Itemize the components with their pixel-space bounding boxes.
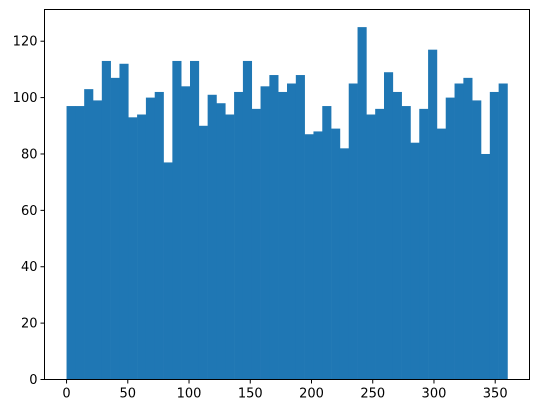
histogram-bar: [445, 97, 455, 380]
histogram-bar: [436, 128, 447, 380]
histogram-bar: [498, 83, 508, 380]
histogram-bar: [322, 106, 332, 380]
histogram-bar: [66, 106, 76, 380]
histogram-bar: [198, 125, 208, 380]
histogram-bar: [287, 83, 297, 380]
histogram-bar: [128, 117, 138, 380]
histogram-bar: [234, 91, 244, 380]
histogram-bar: [119, 63, 129, 380]
histogram-bar: [463, 77, 473, 380]
histogram-bar: [384, 72, 394, 380]
histogram-bar: [154, 91, 164, 380]
plot-frame: [44, 9, 530, 380]
histogram-bar: [410, 142, 420, 380]
x-tick-label: 100: [177, 387, 202, 402]
histogram-bar: [392, 91, 402, 380]
histogram-bar: [304, 134, 314, 380]
histogram-bar: [472, 100, 482, 380]
x-tick-label: 0: [62, 387, 70, 402]
bars-group: [66, 27, 508, 380]
histogram-bar: [339, 148, 350, 380]
histogram-bar: [225, 114, 235, 380]
histogram-bar: [278, 91, 288, 380]
y-tick-label: 60: [21, 204, 38, 219]
histogram-bar: [401, 106, 411, 380]
y-tick-label: 20: [21, 317, 38, 332]
x-axis: 0 50 100 150 200 250 300 350: [62, 379, 508, 402]
histogram-bar: [75, 106, 85, 380]
histogram-bar: [101, 60, 111, 380]
x-tick-label: 50: [120, 387, 137, 402]
histogram-bar: [419, 108, 429, 380]
histogram-bar: [313, 131, 323, 380]
histogram-bar: [357, 27, 367, 380]
x-tick-label: 250: [360, 387, 385, 402]
histogram-bar: [172, 60, 182, 380]
x-tick-label: 150: [238, 387, 263, 402]
histogram-bar: [366, 114, 376, 380]
histogram-bar: [260, 86, 270, 380]
histogram-bar: [295, 75, 305, 380]
x-tick-label: 350: [483, 387, 508, 402]
histogram-bar: [331, 128, 341, 380]
histogram-bar: [216, 103, 226, 380]
y-tick-label: 80: [21, 147, 38, 162]
histogram-bar: [251, 108, 261, 380]
y-tick-label: 100: [13, 91, 38, 106]
histogram-bar: [181, 86, 191, 380]
histogram-bar: [190, 60, 200, 380]
histogram-bar: [454, 83, 464, 380]
histogram-bar: [145, 97, 156, 380]
y-tick-label: 120: [13, 35, 38, 50]
histogram-bar: [269, 75, 279, 380]
histogram-bar: [375, 108, 385, 380]
x-tick-label: 300: [422, 387, 447, 402]
histogram-bar: [110, 77, 120, 380]
y-axis: 0 20 40 60 80 100 120: [13, 35, 45, 388]
histogram-bar: [428, 49, 438, 380]
histogram-bar: [481, 153, 491, 380]
histogram-bar: [489, 91, 499, 380]
histogram-bar: [348, 83, 358, 380]
histogram-bar: [93, 100, 103, 380]
histogram-bar: [163, 162, 173, 380]
y-tick-label: 40: [21, 260, 38, 275]
y-tick-label: 0: [29, 373, 37, 388]
histogram-bar: [242, 60, 253, 380]
histogram-bar: [207, 94, 217, 380]
histogram-bar: [137, 114, 147, 380]
histogram-bar: [84, 89, 94, 380]
x-tick-label: 200: [299, 387, 324, 402]
